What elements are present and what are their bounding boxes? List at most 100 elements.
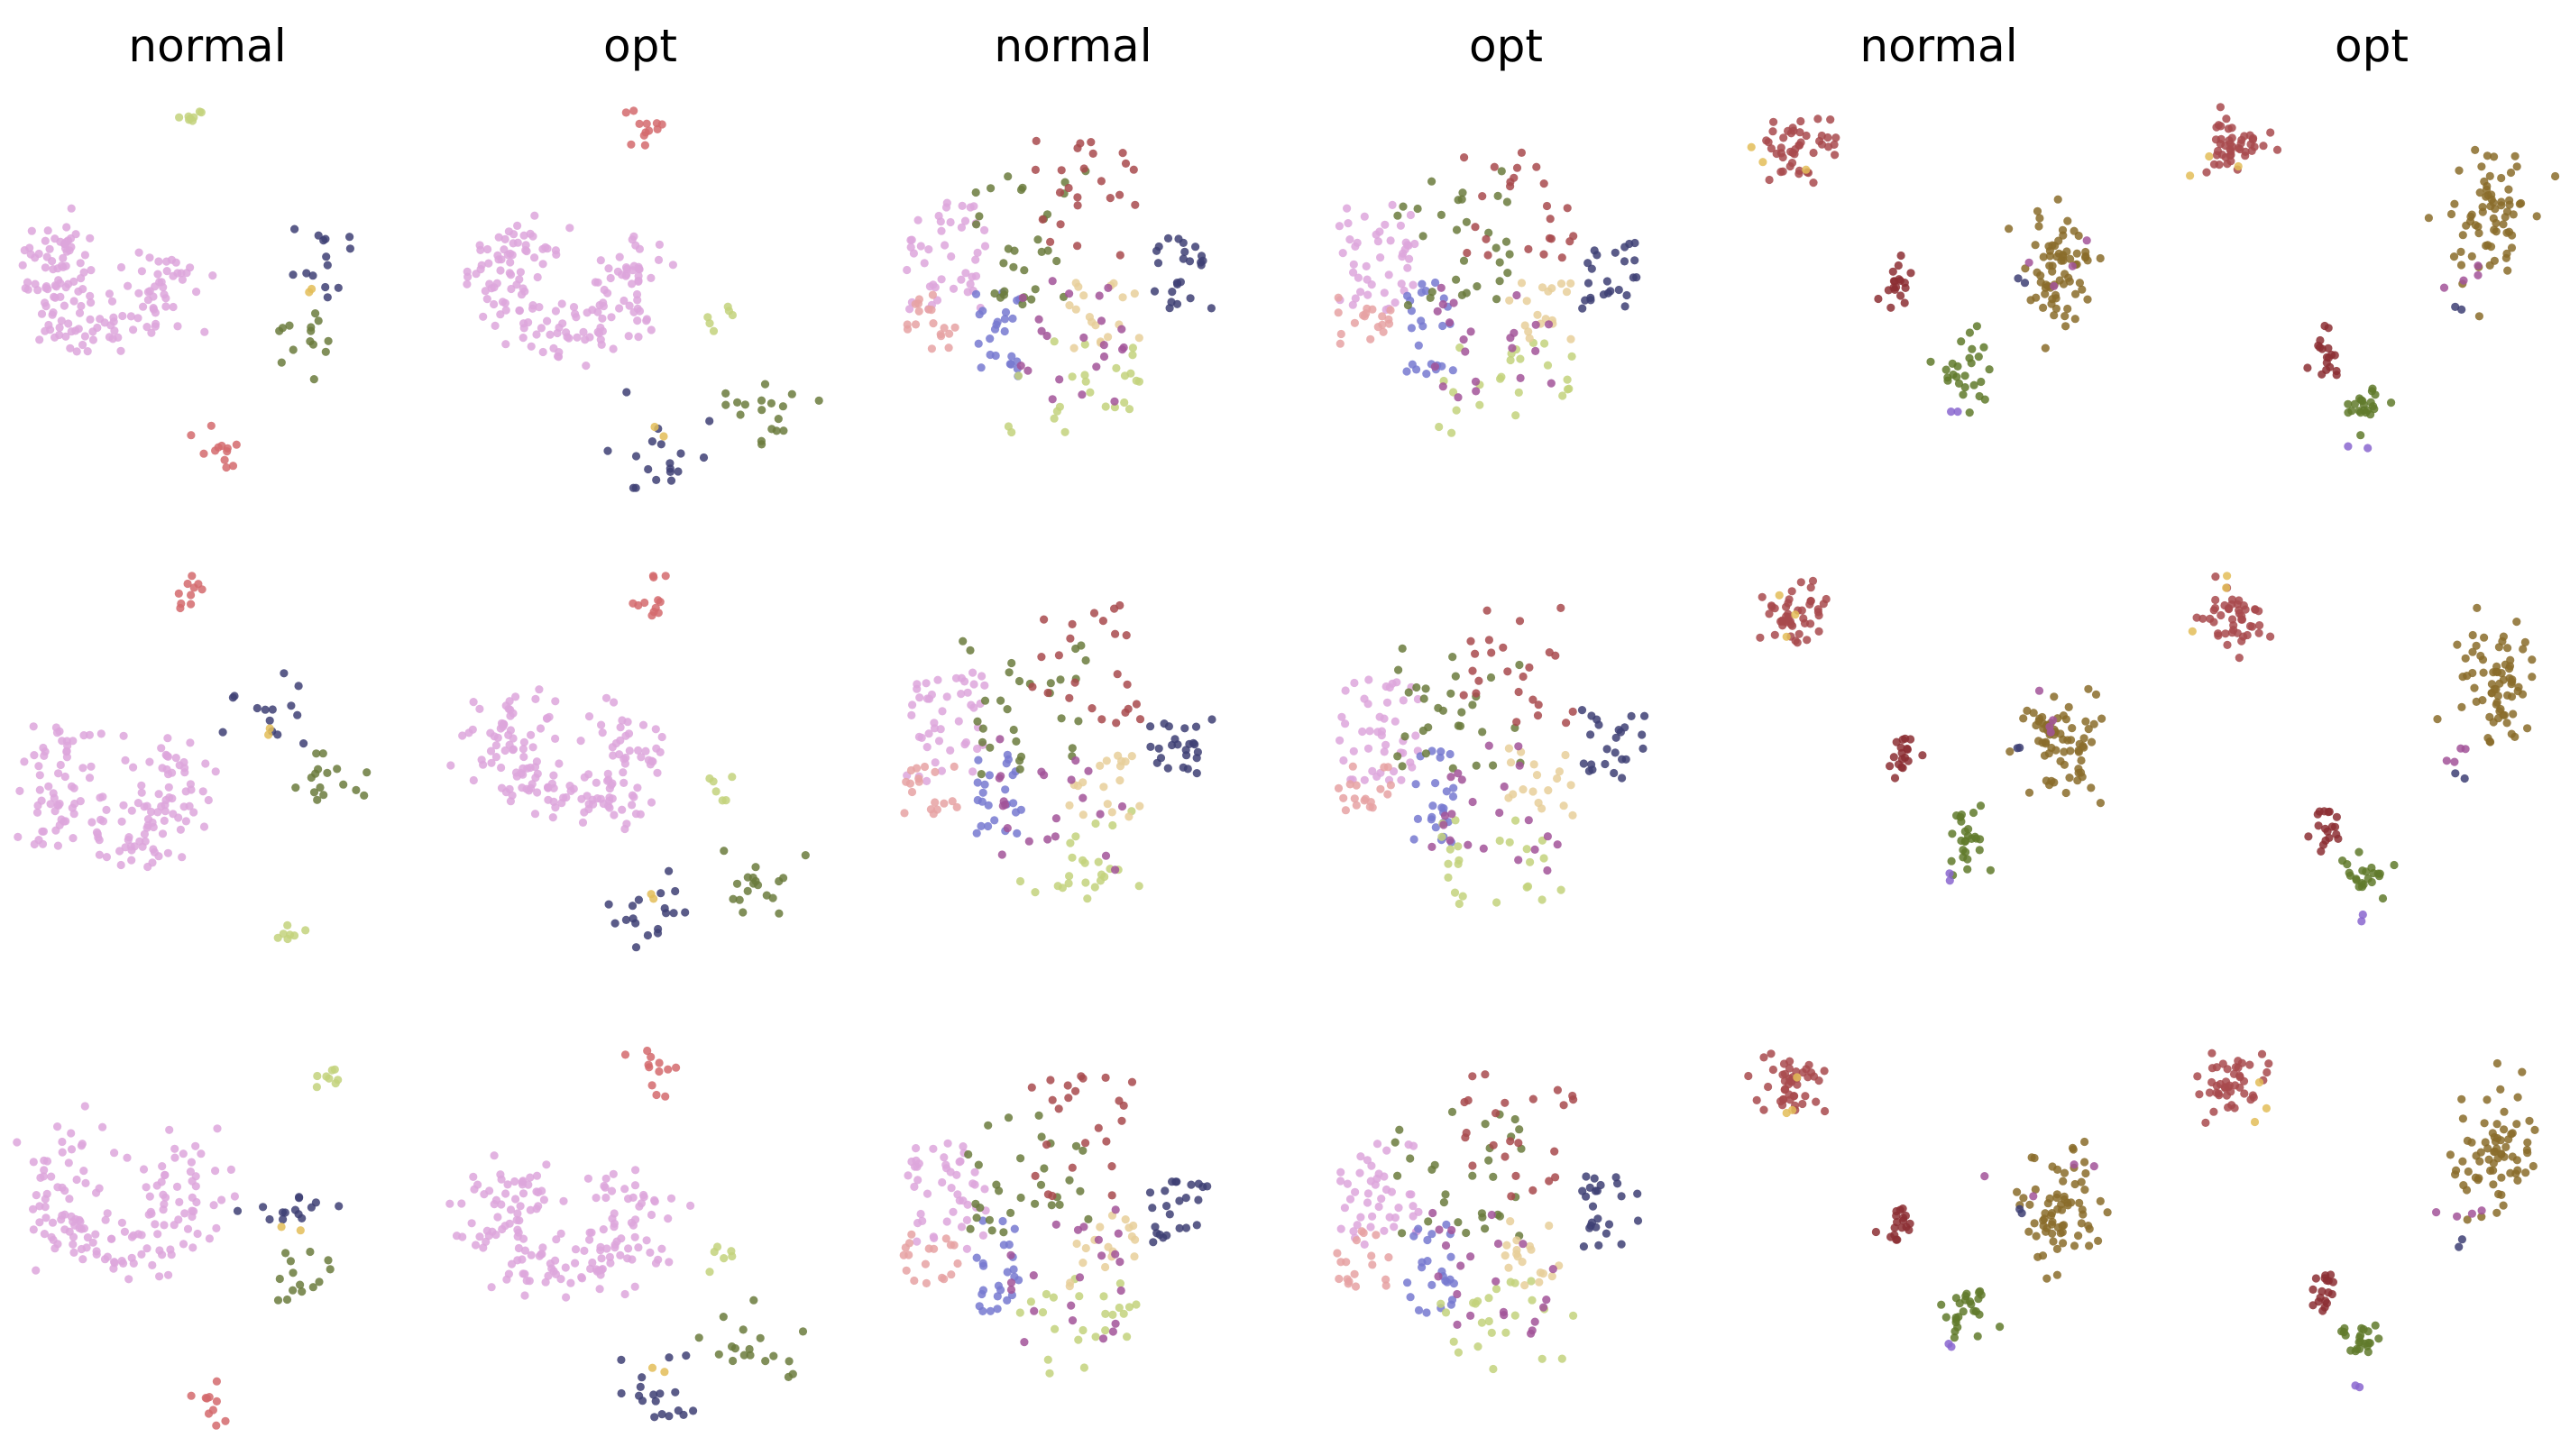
scatter-point [1443,1277,1452,1287]
scatter-point [656,440,665,449]
scatter-point [1896,291,1905,300]
scatter-point [1810,1072,1819,1081]
scatter-point [1497,372,1506,381]
scatter-point [1950,1333,1959,1342]
scatter-point [2308,1285,2318,1294]
scatter-point [617,1388,626,1398]
scatter-point [1524,327,1533,336]
scatter-point [1506,1137,1515,1146]
scatter-point [1043,835,1052,844]
scatter-point [195,107,204,116]
scatter-point [2492,1208,2501,1217]
scatter-point [664,1065,673,1074]
scatter-point [1026,1297,1035,1306]
scatter-point [1111,629,1120,638]
scatter-point [946,217,955,227]
scatter-point [720,847,729,856]
scatter-point [1501,1251,1510,1260]
scatter-point [2254,1078,2264,1087]
scatter-point [549,783,558,792]
scatter-point [653,124,662,133]
scatter-point [1602,1229,1611,1238]
scatter-point [649,608,658,617]
scatter-point [2225,136,2234,145]
scatter-point [620,824,629,834]
scatter-point [647,437,657,446]
scatter-point [628,279,637,288]
scatter-point [1484,1316,1493,1326]
scatter-point [1544,786,1553,795]
scatter-point [733,398,742,407]
scatter-point [907,787,917,797]
scatter-point [2390,860,2399,870]
scatter-point [970,1168,979,1177]
scatter-point [487,758,496,767]
scatter-point [307,1203,316,1212]
scatter-point [2081,1168,2090,1178]
scatter-point [912,764,922,773]
scatter-point [2216,1079,2225,1089]
scatter-point [1874,294,1883,304]
scatter-point [159,1190,168,1199]
scatter-point [1484,1156,1493,1165]
scatter-point [537,324,546,333]
scatter-point [212,1396,221,1406]
scatter-point [978,672,987,681]
scatter-point [2065,774,2074,783]
scatter-point [2514,682,2523,691]
scatter-point [1335,339,1345,348]
scatter-point [1007,658,1016,668]
scatter-point [1817,140,1827,149]
scatter-point [479,312,488,321]
scatter-point [154,257,163,266]
scatter-point [1898,1204,1907,1213]
scatter-point [496,266,505,275]
scatter-point [1787,587,1796,596]
scatter-point [137,1250,146,1259]
scatter-point [151,282,160,291]
scatter-point [508,251,517,260]
scatter-point [2453,1212,2462,1221]
scatter-point [1348,300,1357,309]
scatter-point [500,746,509,755]
scatter-point [1406,1154,1415,1163]
scatter-point [1462,288,1471,298]
scatter-point [2483,151,2492,160]
scatter-point [326,1265,335,1274]
scatter-point [2071,289,2080,298]
scatter-point [978,1231,987,1240]
scatter-point [491,753,501,762]
scatter-point [62,753,71,762]
scatter-point [1033,235,1042,244]
scatter-point [30,751,39,760]
scatter-point [1334,293,1343,302]
scatter-point [2483,1144,2492,1153]
scatter-point [730,1344,740,1353]
scatter-point [1003,705,1012,714]
scatter-point [66,234,76,243]
scatter-point [2499,1201,2508,1210]
scatter-point [2211,572,2220,581]
scatter-point [1519,1240,1528,1249]
scatter-point [2039,303,2048,312]
scatter-point [629,599,638,608]
scatter-point [1055,188,1065,197]
scatter-point [1368,305,1377,314]
scatter-point [1043,1355,1052,1364]
scatter-point [1638,744,1648,754]
scatter-point [2223,640,2232,650]
scatter-point [1447,428,1456,437]
scatter-point [1181,1223,1191,1232]
scatter-point [654,255,664,264]
scatter-point [520,1269,529,1278]
scatter-point [929,1144,938,1153]
scatter-point [1032,136,1041,145]
scatter-point [1562,288,1572,297]
scatter-point [924,245,933,254]
scatter-point [208,271,217,280]
scatter-point [1363,1198,1372,1207]
scatter-point [2034,686,2044,695]
scatter-point [1095,291,1104,300]
scatter-point [2491,1147,2500,1156]
scatter-point [616,1250,625,1259]
